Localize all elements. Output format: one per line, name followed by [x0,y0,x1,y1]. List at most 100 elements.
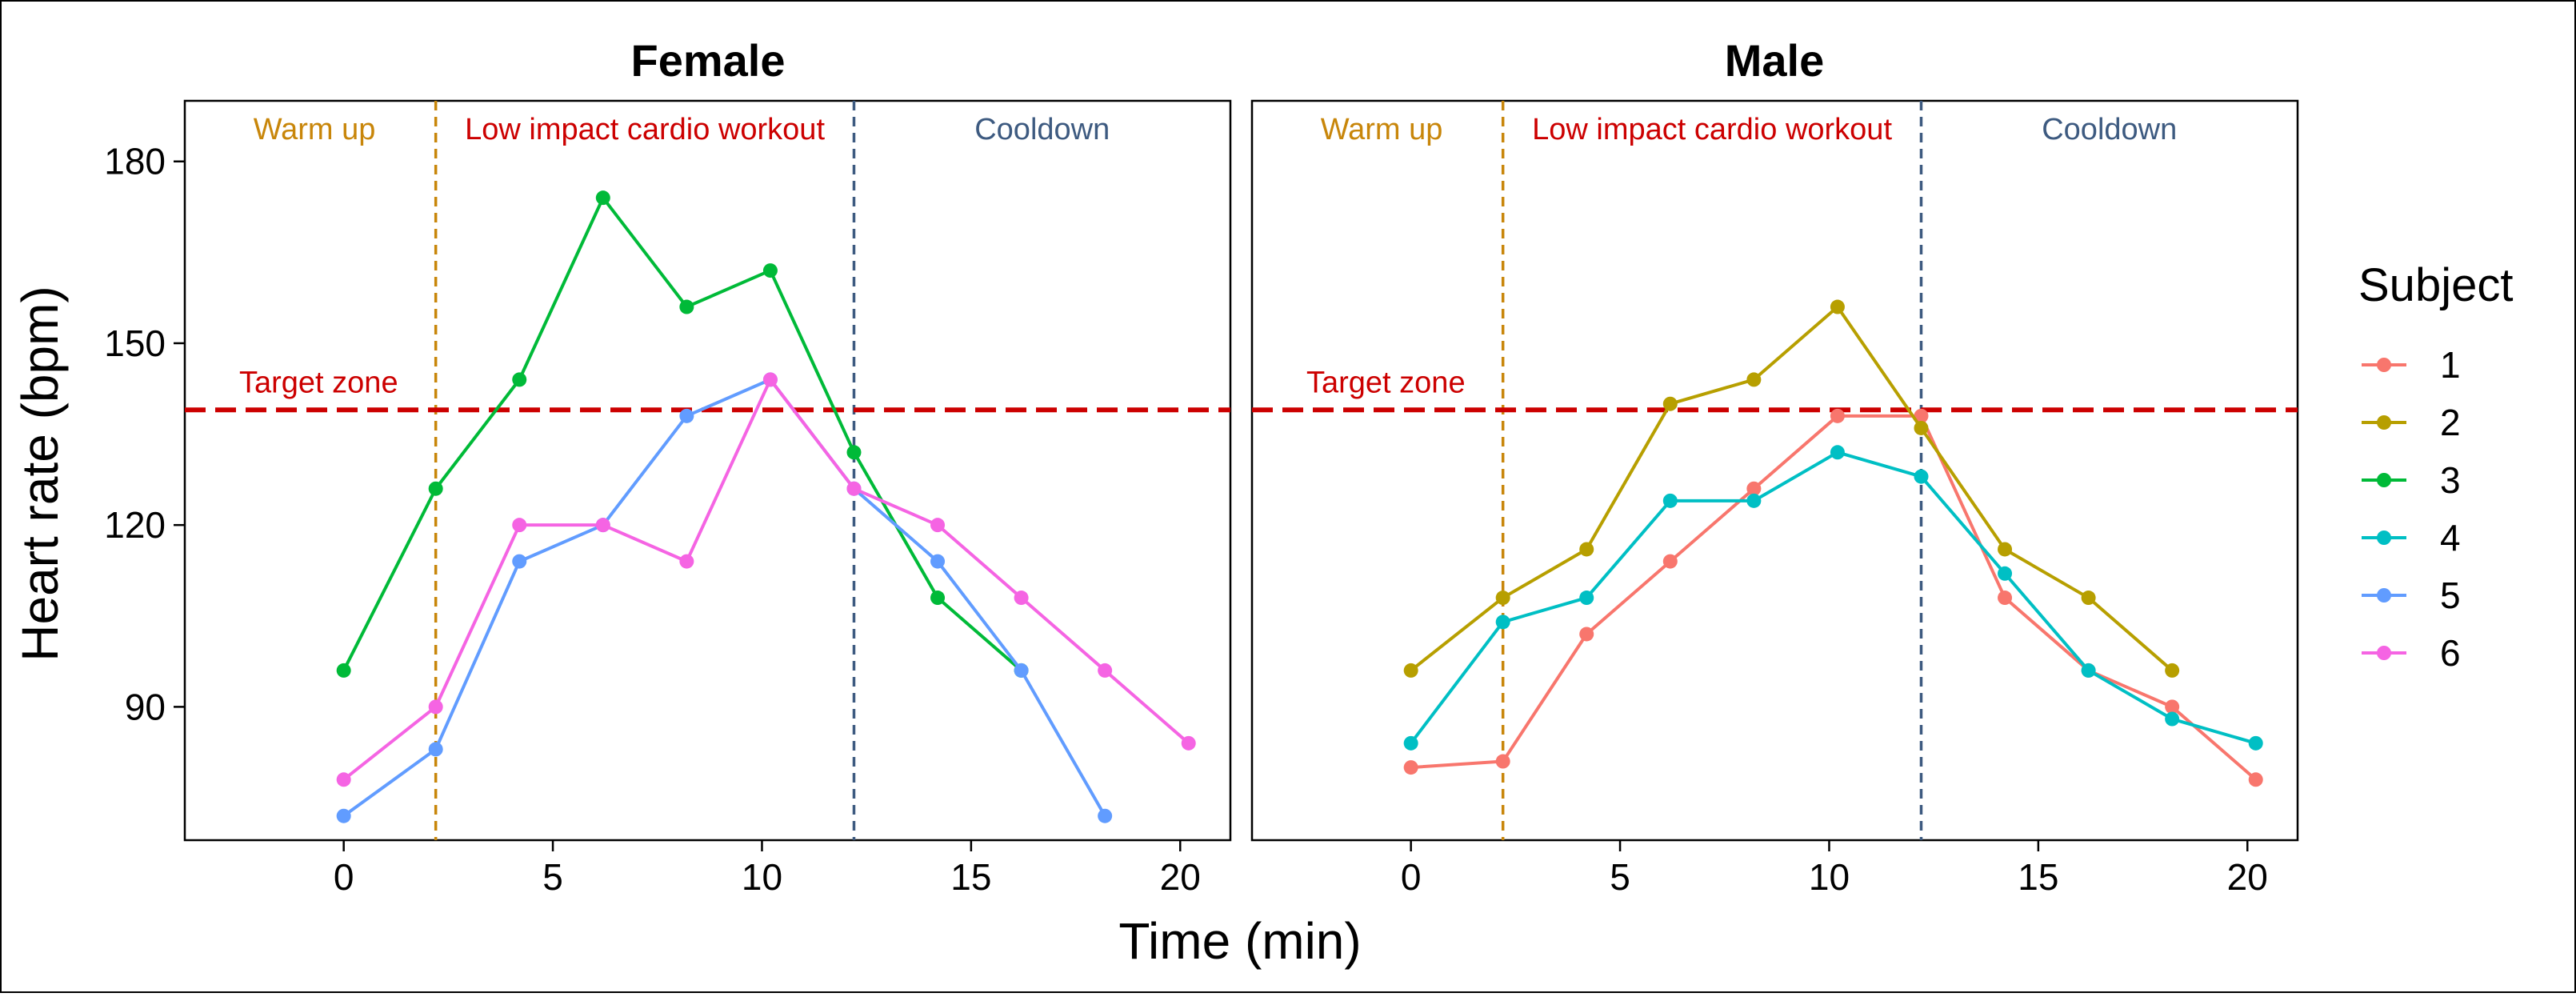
legend-label: 5 [2440,575,2461,616]
legend-label: 4 [2440,517,2461,559]
data-point-subject-6 [930,518,946,533]
legend-label: 2 [2440,402,2461,443]
x-tick-label: 15 [2018,856,2058,898]
data-point-subject-6 [1014,591,1029,606]
legend-key-point [2377,646,2391,660]
data-point-subject-2 [2165,663,2180,678]
data-point-subject-4 [2248,735,2263,751]
data-point-subject-2 [1998,542,2013,557]
data-point-subject-1 [1495,754,1510,769]
panel-title-female: Female [631,35,786,86]
legend-title: Subject [2358,259,2513,311]
data-point-subject-2 [1495,591,1510,606]
legend-key-point [2377,531,2391,545]
data-point-subject-6 [595,518,610,533]
data-point-subject-2 [1662,396,1678,411]
data-point-subject-4 [1662,493,1678,508]
legend-label: 6 [2440,632,2461,674]
data-point-subject-4 [1998,566,2013,581]
data-point-subject-4 [2081,663,2096,678]
panel-frame-male [1250,99,2299,842]
x-tick-label: 10 [742,856,782,898]
data-point-subject-4 [1830,445,1845,460]
legend-key-point [2377,473,2391,487]
data-point-subject-1 [2165,699,2180,715]
data-point-subject-2 [1746,372,1762,387]
data-point-subject-6 [512,518,527,533]
data-point-subject-4 [1746,493,1762,508]
data-point-subject-2 [1579,542,1594,557]
x-tick-label: 5 [1610,856,1630,898]
data-point-subject-3 [428,481,443,496]
y-tick-label: 90 [125,686,166,727]
data-point-subject-1 [1403,760,1418,775]
phase-label: Warm up [254,113,376,146]
x-tick-label: 5 [542,856,563,898]
x-tick-label: 10 [1809,856,1850,898]
x-tick-label: 20 [1160,856,1201,898]
data-point-subject-1 [1914,408,1929,423]
x-axis-title: Time (min) [1118,912,1361,970]
data-point-subject-1 [1830,408,1845,423]
legend-key-point [2377,588,2391,603]
data-point-subject-1 [1746,481,1762,496]
data-point-subject-5 [512,554,527,569]
panel-male: Male 0 5 10 15 20 Warm up Low impact cardio wo… [1250,35,2299,898]
panel-female: Female 0 5 10 15 20 90 120 150 180 Warm up Low imp… [104,35,1232,898]
data-point-subject-5 [1098,808,1113,823]
target-zone-label: Target zone [239,366,398,399]
data-point-subject-5 [1014,663,1029,678]
data-point-subject-6 [1181,735,1196,751]
panel-frame-female [183,99,1232,842]
data-point-subject-3 [512,372,527,387]
data-point-subject-3 [846,445,862,460]
phase-label: Low impact cardio workout [465,113,825,146]
legend: Subject 1 2 3 4 5 6 [2358,259,2513,674]
data-point-subject-3 [336,663,351,678]
data-point-subject-4 [1495,615,1510,630]
x-tick-label: 20 [2227,856,2268,898]
data-point-subject-4 [1914,469,1929,484]
x-tick-label: 0 [1401,856,1422,898]
series-line-subject-5 [342,378,1106,818]
data-point-subject-5 [428,742,443,757]
legend-label: 1 [2440,344,2461,386]
series-line-subject-2 [1410,305,2174,672]
phase-label: Warm up [1321,113,1443,146]
data-point-subject-3 [679,299,694,314]
data-point-subject-1 [1662,554,1678,569]
data-point-subject-5 [336,808,351,823]
y-axis-title: Heart rate (bpm) [11,286,69,661]
y-tick-label: 120 [104,504,166,546]
data-point-subject-6 [679,554,694,569]
legend-label: 3 [2440,459,2461,501]
y-tick-label: 180 [104,141,166,182]
data-point-subject-3 [762,263,778,278]
data-point-subject-2 [1403,663,1418,678]
x-tick-label: 0 [334,856,354,898]
phase-label: Cooldown [974,113,1110,146]
data-point-subject-5 [679,408,694,423]
data-point-subject-5 [930,554,946,569]
data-point-subject-6 [336,772,351,787]
data-point-subject-6 [1098,663,1113,678]
phase-label: Cooldown [2042,113,2177,146]
phase-label: Low impact cardio workout [1532,113,1892,146]
data-point-subject-6 [846,481,862,496]
data-point-subject-4 [1579,591,1594,606]
data-point-subject-2 [2081,591,2096,606]
data-point-subject-4 [2165,711,2180,727]
target-zone-label: Target zone [1306,366,1466,399]
data-point-subject-3 [930,591,946,606]
data-point-subject-2 [1914,420,1929,435]
x-tick-label: 15 [950,856,991,898]
panel-title-male: Male [1725,35,1825,86]
data-point-subject-1 [1579,627,1594,642]
data-point-subject-6 [428,699,443,715]
data-point-subject-3 [595,190,610,206]
data-point-subject-1 [1998,591,2013,606]
data-point-subject-2 [1830,299,1845,314]
